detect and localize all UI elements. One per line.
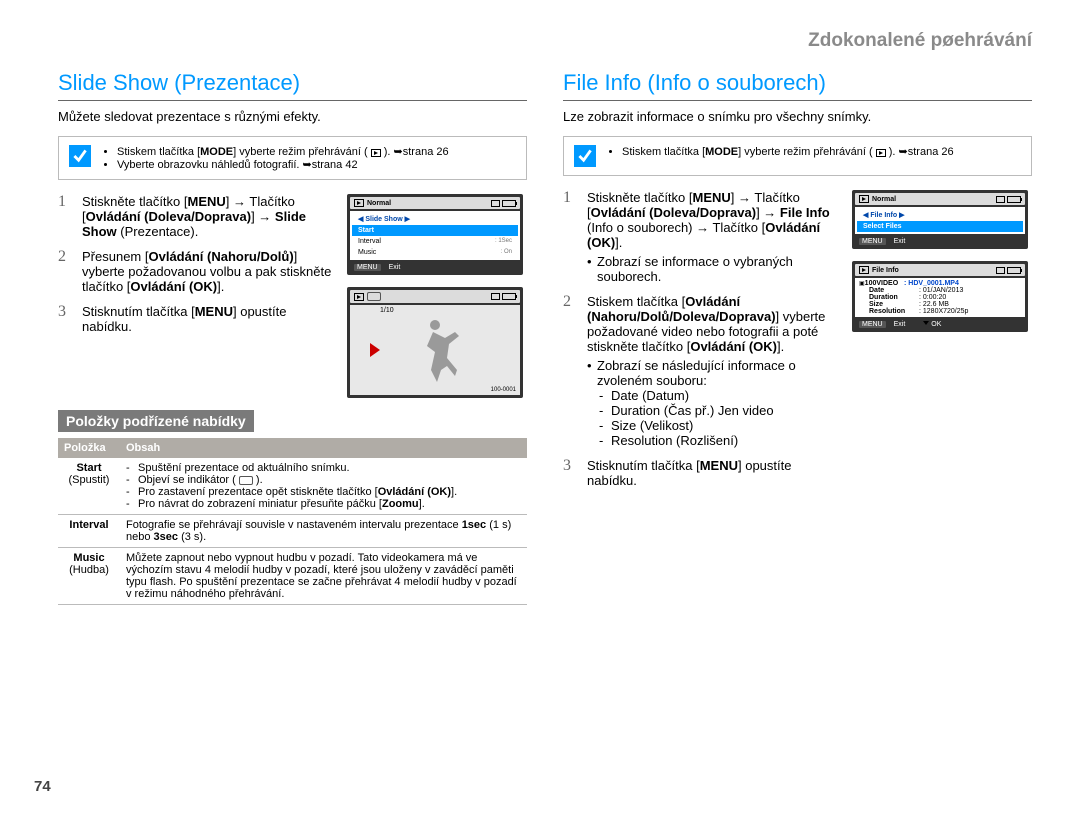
lcd-fileinfo-menu: Normal ◀ File Info ▶ Select Files MENUEx… bbox=[852, 190, 1028, 249]
heading-slideshow: Slide Show (Prezentace) bbox=[58, 70, 527, 101]
lcd-toprow: File Info bbox=[872, 267, 899, 274]
table-row: Music(Hudba)Můžete zapnout nebo vypnout … bbox=[58, 548, 527, 605]
lcd-filename: 100-0001 bbox=[491, 387, 516, 393]
step-sub-item: Size (Velikost) bbox=[587, 418, 838, 433]
table-row: IntervalFotografie se přehrávají souvisl… bbox=[58, 515, 527, 548]
lcd-toprow: Normal bbox=[367, 200, 391, 207]
breadcrumb: Zdokonalené pøehrávání bbox=[58, 30, 1032, 52]
step-text: Stiskněte tlačítko [MENU] → Tlačítko [Ov… bbox=[82, 194, 333, 239]
subheading-submenu: Položky podřízené nabídky bbox=[58, 410, 254, 432]
note-item: Stiskem tlačítka [MODE] vyberte režim př… bbox=[622, 145, 954, 158]
step-text: Stisknutím tlačítka [MENU] opustíte nabí… bbox=[587, 458, 838, 488]
intro-slideshow: Můžete sledovat prezentace s různými efe… bbox=[58, 109, 527, 124]
step-sub-item: Resolution (Rozlišení) bbox=[587, 433, 838, 448]
lcd-fileinfo-detail: File Info ▣ 100VIDEO HDV_0001.MP4 Date01… bbox=[852, 261, 1028, 332]
check-icon bbox=[69, 145, 91, 167]
step: 1Stiskněte tlačítko [MENU] → Tlačítko [O… bbox=[563, 190, 838, 284]
lcd-exit: Exit bbox=[894, 321, 906, 328]
lcd-file: HDV_0001.MP4 bbox=[904, 280, 959, 287]
step-sub-item: Duration (Čas př.) Jen video bbox=[587, 403, 838, 418]
lcd-row: Music: On bbox=[352, 247, 518, 258]
heading-fileinfo: File Info (Info o souborech) bbox=[563, 70, 1032, 101]
step-text: Přesunem [Ovládání (Nahoru/Dolů)] vybert… bbox=[82, 249, 333, 294]
lcd-folder: 100VIDEO bbox=[865, 280, 898, 287]
dancer-icon bbox=[405, 310, 465, 390]
lcd-slideshow-menu: Normal ◀ Slide Show ▶ StartInterval: 1Se… bbox=[347, 194, 523, 275]
lcd-menu-title: File Info bbox=[870, 212, 897, 219]
note-item: Stiskem tlačítka [MODE] vyberte režim př… bbox=[117, 145, 449, 158]
step: 3 Stisknutím tlačítka [MENU] opustíte nab… bbox=[563, 458, 838, 488]
lcd-toprow: Normal bbox=[872, 196, 896, 203]
lcd-row: Select Files bbox=[857, 221, 1023, 232]
step-number: 3 bbox=[58, 304, 74, 334]
th-item: Položka bbox=[58, 438, 120, 458]
lcd-exit: Exit bbox=[389, 264, 401, 271]
note-item: Vyberte obrazovku náhledů fotografií. ➥s… bbox=[117, 158, 449, 171]
intro-fileinfo: Lze zobrazit informace o snímku pro všec… bbox=[563, 109, 1032, 124]
options-table: PoložkaObsah Start(Spustit)Spuštění prez… bbox=[58, 438, 527, 605]
lcd-info-row: Duration0:00:20 bbox=[859, 294, 1021, 301]
step-number: 1 bbox=[58, 194, 74, 239]
step-number: 1 bbox=[563, 190, 579, 284]
step-text: Stisknutím tlačítka [MENU] opustíte nabí… bbox=[82, 304, 333, 334]
step-number: 2 bbox=[58, 249, 74, 294]
lcd-menu-title: Slide Show bbox=[365, 216, 402, 223]
lcd-info-row: Size22.6 MB bbox=[859, 301, 1021, 308]
step-sub-item: Date (Datum) bbox=[587, 388, 838, 403]
col-fileinfo: File Info (Info o souborech) Lze zobrazi… bbox=[563, 70, 1032, 605]
lcd-ok: OK bbox=[931, 321, 941, 328]
col-slideshow: Slide Show (Prezentace) Můžete sledovat … bbox=[58, 70, 527, 605]
note-box-right: Stiskem tlačítka [MODE] vyberte režim př… bbox=[563, 136, 1032, 176]
step-text: Stiskněte tlačítko [MENU] → Tlačítko [Ov… bbox=[587, 190, 838, 284]
page-number: 74 bbox=[34, 778, 51, 795]
step-text: Stiskem tlačítka [Ovládání (Nahoru/Dolů/… bbox=[587, 294, 838, 448]
lcd-info-row: Resolution1280X720/25p bbox=[859, 308, 1021, 315]
th-content: Obsah bbox=[120, 438, 527, 458]
lcd-row: Start bbox=[352, 225, 518, 236]
step-number: 3 bbox=[563, 458, 579, 488]
lcd-slideshow-play: 1/10 100-0001 bbox=[347, 287, 523, 398]
step-number: 2 bbox=[563, 294, 579, 448]
step-sub: Zobrazí se informace o vybraných soubore… bbox=[587, 254, 838, 284]
note-box-left: Stiskem tlačítka [MODE] vyberte režim př… bbox=[58, 136, 527, 180]
step: 1Stiskněte tlačítko [MENU] → Tlačítko [O… bbox=[58, 194, 333, 239]
lcd-photo-count: 1/10 bbox=[380, 307, 394, 314]
play-icon bbox=[370, 343, 380, 357]
table-row: Start(Spustit)Spuštění prezentace od akt… bbox=[58, 458, 527, 515]
step: 2Stiskem tlačítka [Ovládání (Nahoru/Dolů… bbox=[563, 294, 838, 448]
step: 3 Stisknutím tlačítka [MENU] opustíte nab… bbox=[58, 304, 333, 334]
step: 2Přesunem [Ovládání (Nahoru/Dolů)] vyber… bbox=[58, 249, 333, 294]
lcd-exit: Exit bbox=[894, 238, 906, 245]
lcd-row: Interval: 1Sec bbox=[352, 236, 518, 247]
step-sub: Zobrazí se následující informace o zvole… bbox=[587, 358, 838, 388]
check-icon bbox=[574, 145, 596, 167]
lcd-info-row: Date01/JAN/2013 bbox=[859, 287, 1021, 294]
